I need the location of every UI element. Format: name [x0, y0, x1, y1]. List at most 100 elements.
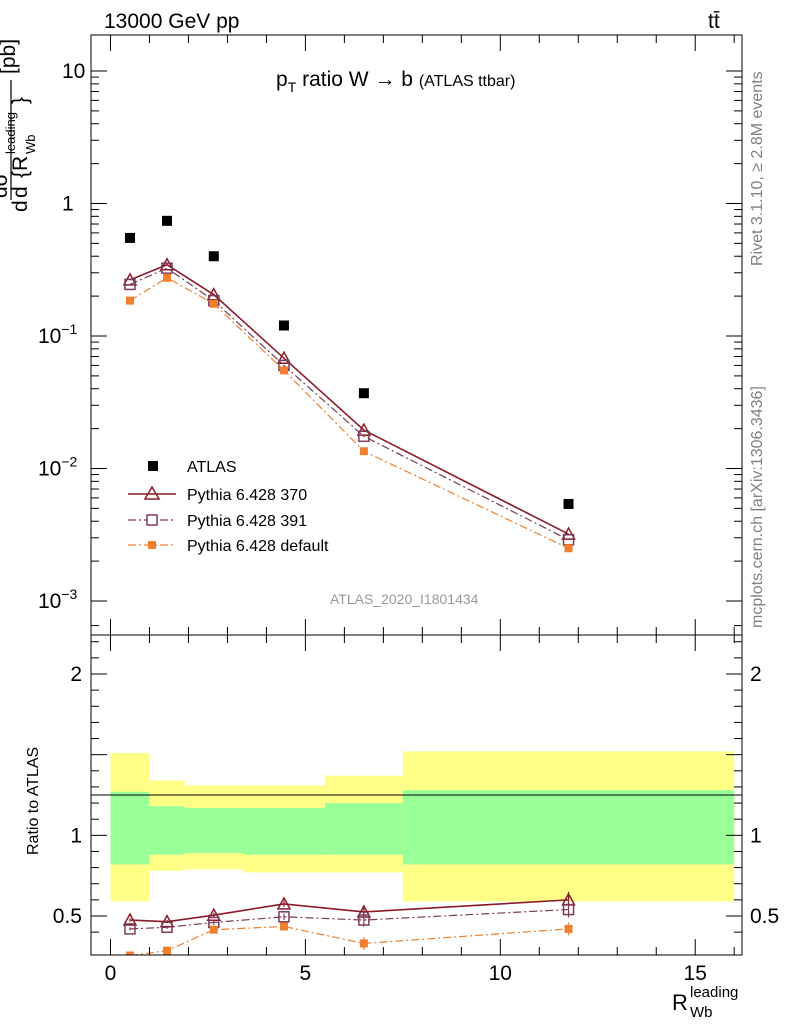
ratio-y-tick-label: 0.5 [53, 905, 82, 928]
atlas-point [208, 251, 219, 262]
svg-text:}: } [9, 97, 32, 104]
ratio-y-tick-label-right: 0.5 [750, 905, 779, 928]
ratio-y-tick-label-right: 1 [750, 824, 762, 847]
x-axis-label-sub: Wb [690, 1004, 713, 1021]
x-axis-label: R leading Wb [672, 984, 738, 1021]
main-y-axis-label: d d dσ fid {R Wb leading } [pb] [0, 39, 38, 212]
p391-point [124, 278, 136, 291]
chart-title-sub: (ATLAS ttbar) [419, 73, 516, 90]
legend-entry-370: Pythia 6.428 370 [128, 485, 307, 504]
ratio-band-inner [149, 806, 185, 855]
chart-title-arrow: → [374, 68, 395, 91]
analysis-watermark: ATLAS_2020_I1801434 [330, 591, 479, 607]
p391-point [161, 262, 173, 274]
legend: ATLAS Pythia 6.428 370 Pythia 6.428 391 … [128, 459, 329, 555]
rivet-label: Rivet 3.1.10, ≥ 2.8M events [749, 71, 766, 266]
ratio-p370-point [122, 912, 138, 926]
svg-text:leading: leading [3, 112, 18, 154]
atlas-point [563, 498, 574, 509]
main-panel: 10−3 10−2 10−1 1 10 pT ratio W → b (ATLAS tt… [0, 34, 743, 636]
main-y-tick-label: 10−1 [38, 321, 78, 348]
ratio-x-tick-label: 10 [489, 962, 512, 985]
legend-entry-default: Pythia 6.428 default [128, 538, 329, 555]
legend-entry-391: Pythia 6.428 391 [128, 513, 307, 530]
svg-text:[pb]: [pb] [0, 39, 20, 74]
ratio-band-inner [324, 803, 403, 855]
ratio-uncertainty-bands [110, 751, 735, 902]
svg-text:d: d [9, 186, 32, 198]
p370-point [159, 257, 175, 271]
main-y-tick-labels: 10−3 10−2 10−1 1 10 [38, 60, 85, 613]
ratio-pdefault-point [279, 922, 288, 931]
atlas-point [124, 232, 135, 243]
chart-title-b: b [401, 68, 413, 91]
energy-label: 13000 GeV pp [104, 10, 239, 33]
atlas-point [162, 215, 173, 226]
x-axis-label-main: R [672, 990, 688, 1015]
legend-label-atlas: ATLAS [187, 459, 237, 476]
main-y-tick-label: 1 [62, 193, 74, 216]
main-y-tick-label: 10 [62, 60, 85, 83]
ratio-band-inner [110, 791, 150, 865]
series-line-2 [129, 267, 569, 541]
ratio-x-tick-label: 5 [300, 962, 312, 985]
main-y-ticks [91, 70, 742, 602]
legend-label-default: Pythia 6.428 default [187, 538, 329, 555]
atlas-point [358, 388, 369, 399]
ratio-x-tick-labels: 0 5 10 15 [105, 962, 707, 985]
pdefault-point [209, 299, 218, 308]
ratio-p370-point [276, 896, 292, 910]
main-y-tick-label: 10−2 [38, 454, 78, 481]
ratio-band-inner [243, 807, 325, 855]
series-line-1 [129, 263, 569, 535]
chart-title-main: ratio W [302, 68, 369, 91]
ratio-p391-point [562, 903, 575, 916]
svg-text:d: d [9, 200, 32, 212]
pdefault-point [125, 296, 134, 305]
ratio-pdefault-point [125, 951, 134, 955]
svg-text:fid: fid [0, 154, 2, 168]
main-x-ticks [109, 35, 735, 635]
ratio-line-1 [129, 899, 569, 923]
ratio-band-inner [184, 807, 244, 854]
ratio-p391-point [358, 914, 370, 926]
legend-marker-default [148, 541, 156, 549]
svg-text:Wb: Wb [23, 135, 38, 155]
ratio-x-ticks [109, 635, 735, 955]
ratio-x-tick-label: 15 [684, 962, 707, 985]
legend-marker-370 [143, 485, 161, 500]
pdefault-point [279, 366, 288, 375]
atlas-point [278, 320, 289, 331]
legend-label-391: Pythia 6.428 391 [187, 513, 307, 530]
process-label: tt̄ [708, 10, 720, 33]
svg-text:{R: {R [9, 156, 32, 178]
ratio-panel: 0.5 0.5 1 1 2 2 0 5 10 15 Ratio to ATLAS R leadi… [25, 625, 779, 1021]
ratio-y-tick-label: 1 [70, 824, 82, 847]
legend-entry-atlas: ATLAS [148, 459, 237, 476]
p370-point [356, 422, 372, 436]
ratio-p391-point [278, 911, 290, 923]
ratio-y-tick-label: 2 [70, 663, 82, 686]
ratio-y-tick-label-right: 2 [750, 663, 762, 686]
series-line-3 [129, 277, 569, 549]
main-y-tick-label: 10−3 [38, 586, 78, 613]
ratio-pdefault-point [163, 946, 172, 955]
ratio-pdefault-point [359, 939, 368, 948]
ratio-series-layer [122, 891, 576, 955]
ratio-line-3 [129, 925, 569, 955]
ratio-p391-point [161, 921, 173, 934]
ratio-y-axis-label: Ratio to ATLAS [25, 747, 42, 855]
ratio-y-tick-labels: 0.5 0.5 1 1 2 2 [53, 663, 779, 928]
pdefault-point [359, 447, 368, 456]
p391-point [358, 430, 370, 443]
legend-label-370: Pythia 6.428 370 [187, 487, 307, 504]
ratio-p391-point [124, 923, 136, 935]
p370-point [276, 350, 292, 364]
ratio-y-ticks [91, 625, 742, 933]
ratio-line-2 [129, 908, 569, 930]
main-series-layer [122, 215, 576, 553]
ratio-x-tick-label: 0 [105, 962, 117, 985]
pdefault-point [564, 544, 573, 553]
chart-title: pT ratio W → b (ATLAS ttbar) [276, 68, 515, 95]
